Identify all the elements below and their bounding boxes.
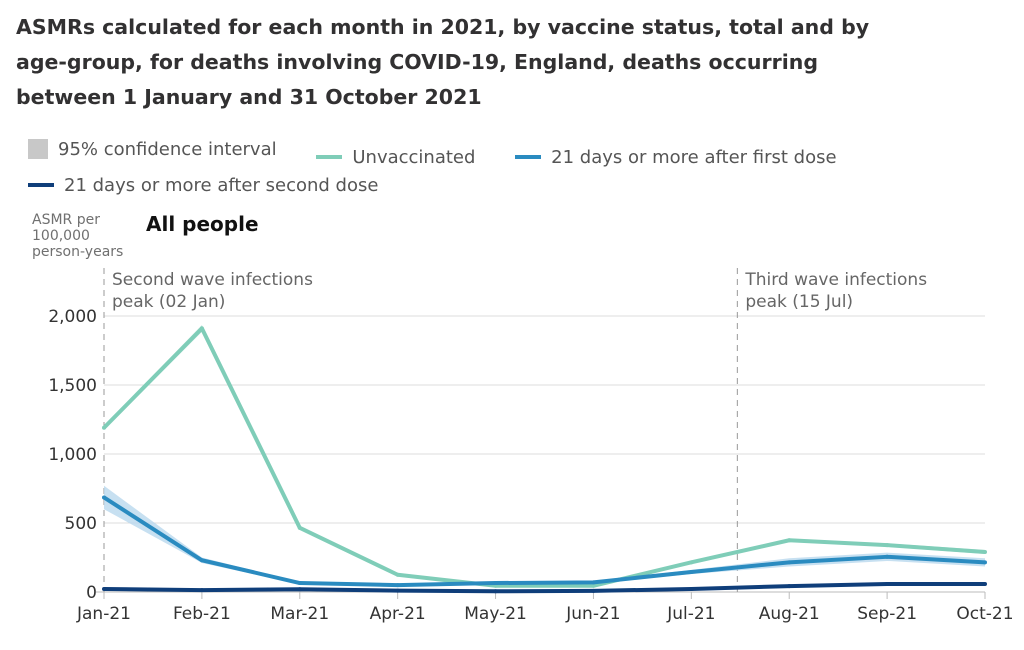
ci-band	[104, 485, 985, 586]
y-tick-label: 2,000	[48, 307, 97, 327]
data-point	[787, 538, 792, 543]
data-point	[689, 586, 694, 591]
annotation-text: Second wave infections	[112, 270, 313, 290]
x-tick-label: Oct-21	[956, 604, 1013, 624]
data-point	[102, 586, 106, 591]
data-point	[395, 572, 400, 577]
x-tick-label: Feb-21	[173, 604, 231, 624]
data-point	[297, 581, 302, 586]
y-tick-label: 0	[86, 583, 97, 603]
data-point	[983, 581, 987, 586]
chart-subtitle: All people	[146, 212, 259, 236]
x-tick-label: Aug-21	[759, 604, 820, 624]
data-point	[591, 580, 596, 585]
data-point	[395, 583, 400, 588]
data-point	[102, 425, 106, 430]
series-line	[102, 495, 986, 588]
ci-band	[104, 324, 985, 587]
legend-item-second-dose: 21 days or more after second dose	[28, 171, 378, 199]
series-line	[103, 581, 985, 594]
data-point	[983, 549, 987, 554]
data-point	[689, 560, 694, 565]
y-axis-label: ASMR per 100,000 person-years	[32, 212, 124, 260]
y-tick-label: 1,000	[48, 445, 97, 465]
y-tick-label: 1,500	[48, 376, 97, 396]
data-point	[395, 588, 400, 593]
x-tick-label: Sep-21	[857, 604, 917, 624]
data-point	[885, 554, 890, 559]
legend: 95% confidence interval Unvaccinated 21 …	[28, 135, 988, 199]
x-tick-label: Mar-21	[270, 604, 329, 624]
unvaccinated-swatch	[316, 155, 343, 159]
x-tick-label: Jul-21	[666, 604, 715, 624]
legend-item-unvaccinated: Unvaccinated	[316, 143, 475, 171]
second-dose-swatch	[28, 183, 54, 187]
data-point	[591, 583, 596, 588]
data-point	[297, 587, 302, 592]
data-point	[885, 581, 890, 586]
data-point	[787, 560, 792, 565]
series-line	[102, 326, 986, 588]
first-dose-swatch	[515, 155, 542, 159]
annotation-text: peak (02 Jan)	[112, 292, 225, 312]
x-tick-label: Jan-21	[76, 604, 131, 624]
x-tick-label: Apr-21	[370, 604, 426, 624]
data-point	[297, 525, 302, 530]
ci-swatch	[28, 139, 48, 159]
legend-item-ci: 95% confidence interval	[28, 135, 277, 163]
y-tick-label: 500	[65, 514, 97, 534]
legend-item-first-dose: 21 days or more after first dose	[515, 143, 837, 171]
data-point	[493, 581, 498, 586]
x-tick-label: Jun-21	[565, 604, 620, 624]
data-point	[493, 589, 498, 594]
chart-title: ASMRs calculated for each month in 2021,…	[16, 15, 870, 109]
data-point	[591, 588, 596, 593]
data-point	[983, 560, 987, 565]
data-point	[102, 495, 106, 500]
data-point	[787, 584, 792, 589]
data-point	[199, 326, 204, 331]
data-point	[199, 588, 204, 593]
data-point	[885, 543, 890, 548]
annotation-text: Third wave infections	[744, 270, 927, 290]
annotation-text: peak (15 Jul)	[745, 292, 853, 312]
data-point	[199, 558, 204, 563]
data-point	[689, 569, 694, 574]
x-tick-label: May-21	[464, 604, 527, 624]
